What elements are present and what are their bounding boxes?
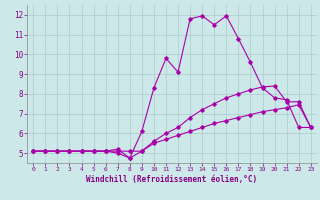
X-axis label: Windchill (Refroidissement éolien,°C): Windchill (Refroidissement éolien,°C) — [86, 175, 258, 184]
